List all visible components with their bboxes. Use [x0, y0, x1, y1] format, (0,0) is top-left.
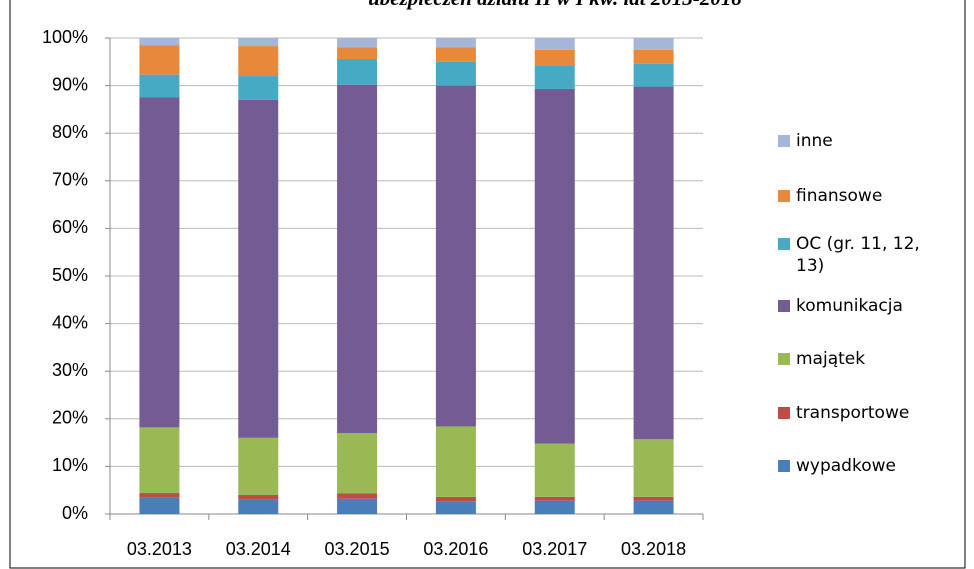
bar-segment [435, 501, 476, 514]
bar-segment [435, 496, 476, 502]
bar-segment [633, 38, 674, 50]
legend-item: finansowe [778, 185, 946, 207]
x-tick-label: 03.2017 [522, 539, 587, 559]
legend-label: wypadkowe [796, 456, 896, 476]
legend-swatch [778, 135, 790, 147]
bar-segment [435, 426, 476, 497]
y-tick-label: 20% [52, 408, 88, 428]
bar-segment [534, 49, 575, 66]
chart-title: ubezpieczeń działu II w I kw. lat 2013-2… [368, 0, 742, 10]
bar-segment [139, 493, 180, 498]
legend-label: komunikacja [796, 296, 903, 316]
bar-segment [139, 497, 180, 514]
bar-segment [139, 427, 180, 494]
legend-swatch [778, 238, 790, 250]
bar-segment [534, 496, 575, 501]
bar-segment [534, 88, 575, 444]
bar-segment [238, 499, 279, 514]
bar-segment [435, 38, 476, 48]
bar-segment [435, 61, 476, 86]
y-tick-label: 80% [52, 122, 88, 142]
bar-segment [534, 65, 575, 89]
x-tick-label: 03.2018 [621, 539, 686, 559]
y-tick-label: 70% [52, 170, 88, 190]
y-tick-label: 10% [52, 455, 88, 475]
y-tick-label: 100% [42, 27, 88, 47]
bar-segment [238, 76, 279, 100]
legend-label: finansowe [796, 186, 883, 206]
bar-segment [337, 493, 378, 499]
y-tick-label: 50% [52, 265, 88, 285]
legend-item: majątek [778, 348, 946, 370]
bar-segment [139, 38, 180, 46]
bar-segment [633, 49, 674, 64]
bar-segment [633, 500, 674, 514]
bar-segment [238, 46, 279, 77]
legend-swatch [778, 190, 790, 202]
legend-label: inne [796, 131, 833, 151]
bar-segment [633, 496, 674, 501]
bar-segment [337, 84, 378, 434]
bar-segment [337, 38, 378, 48]
bar-segment [337, 433, 378, 494]
bar-segment [238, 494, 279, 500]
legend-label: OC (gr. 11, 12, 13) [796, 234, 920, 276]
bar-segment [633, 86, 674, 440]
legend-item: inne [778, 130, 946, 152]
x-tick-label: 03.2014 [226, 539, 291, 559]
bar-segment [139, 74, 180, 98]
bar-segment [238, 437, 279, 495]
legend-item: wypadkowe [778, 455, 946, 477]
y-tick-label: 0% [62, 503, 88, 523]
y-tick-label: 30% [52, 360, 88, 380]
bar-segment [337, 58, 378, 85]
bar-segment [633, 439, 674, 497]
bar-segment [139, 97, 180, 428]
x-tick-label: 03.2016 [423, 539, 488, 559]
legend-swatch [778, 353, 790, 365]
bar-segment [435, 85, 476, 427]
y-tick-label: 40% [52, 312, 88, 332]
bar-segment [534, 38, 575, 50]
x-tick-label: 03.2013 [127, 539, 192, 559]
legend-item: komunikacja [778, 295, 946, 317]
legend-item: transportowe [778, 402, 946, 424]
y-tick-label: 90% [52, 74, 88, 94]
legend-item: OC (gr. 11, 12, 13) [778, 233, 924, 277]
bar-segment [337, 47, 378, 59]
bar-segment [238, 38, 279, 47]
bar-segment [534, 500, 575, 514]
bar-segment [139, 45, 180, 75]
bar-segment [534, 443, 575, 497]
legend-label: majątek [796, 349, 866, 369]
legend-swatch [778, 407, 790, 419]
legend-swatch [778, 300, 790, 312]
bar-segment [633, 63, 674, 87]
y-tick-label: 60% [52, 217, 88, 237]
bar-segment [238, 99, 279, 438]
legend-label: transportowe [796, 403, 910, 423]
bar-segment [435, 47, 476, 62]
bar-segment [337, 498, 378, 514]
x-tick-label: 03.2015 [325, 539, 390, 559]
legend-swatch [778, 460, 790, 472]
